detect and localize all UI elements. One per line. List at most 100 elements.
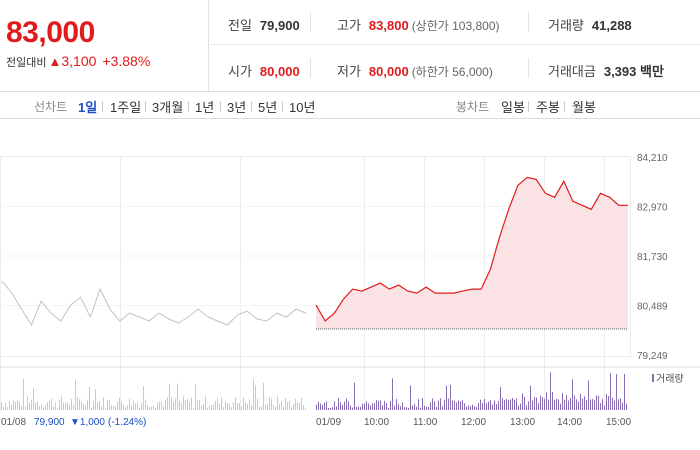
volume-bar — [520, 403, 521, 410]
volume-bar — [352, 407, 353, 410]
volume-bar — [330, 407, 331, 410]
change-label: 전일대비 — [6, 57, 47, 69]
volume-bar — [422, 398, 423, 410]
volume-bar-prev — [99, 400, 100, 410]
tab-daily-candle[interactable]: 일봉 — [501, 100, 525, 115]
volume-bar — [442, 406, 443, 410]
volume-bar — [428, 407, 429, 410]
volume-bar-prev — [51, 398, 52, 410]
tab-10years[interactable]: 10년 — [289, 100, 316, 115]
volume-bar-prev — [277, 396, 278, 410]
volume-bars: 거래량 — [1, 372, 684, 410]
volume-bar — [432, 398, 433, 410]
volume-bar-prev — [245, 401, 246, 410]
volume-bar-prev — [61, 396, 62, 410]
volume-bar-prev — [221, 397, 222, 410]
volume-bar — [470, 406, 471, 410]
volume-bar-prev — [27, 396, 28, 410]
volume-bar — [474, 406, 475, 410]
volume-bar — [396, 398, 397, 410]
volume-bar — [586, 399, 587, 410]
volume-bar — [478, 402, 479, 410]
volume-bar-prev — [83, 404, 84, 410]
volume-bar-prev — [25, 406, 26, 410]
volume-bar-prev — [71, 399, 72, 410]
volume-bar-prev — [207, 407, 208, 410]
volume-bar-prev — [191, 397, 192, 410]
today-price-line — [315, 176, 628, 322]
volume-bar-prev — [297, 402, 298, 410]
volume-bar — [402, 402, 403, 410]
volume-bar-prev — [85, 405, 86, 410]
amount-value: 3,393 백만 — [603, 64, 664, 79]
volume-bar-prev — [17, 399, 18, 410]
volume-bar-prev — [47, 402, 48, 410]
volume-bar — [604, 405, 605, 410]
volume-bar-prev — [263, 382, 264, 410]
volume-bar-prev — [215, 400, 216, 410]
volume-bar — [416, 406, 417, 410]
volume-bar-prev — [267, 404, 268, 410]
volume-bar-prev — [275, 406, 276, 410]
x-tick-label: 12:00 — [461, 417, 486, 428]
tab-3years[interactable]: 3년 — [227, 100, 247, 115]
up-arrow-icon: ▲ — [48, 54, 62, 69]
lower-limit: (하한가 56,000) — [411, 65, 493, 79]
volume-bar — [500, 387, 501, 410]
volume-bar-prev — [37, 401, 38, 410]
tab-weekly-candle[interactable]: 주봉 — [536, 100, 560, 115]
volume-bar-prev — [217, 398, 218, 410]
volume-bar-prev — [175, 398, 176, 410]
volume-bar-prev — [251, 405, 252, 410]
volume-bar — [512, 397, 513, 410]
prev-change-pct-label: (-1.24%) — [108, 417, 146, 428]
volume-bar-prev — [293, 403, 294, 410]
volume-bar-prev — [273, 404, 274, 410]
volume-bar — [620, 398, 621, 410]
volume-bar-prev — [179, 400, 180, 410]
volume-bar-prev — [113, 405, 114, 410]
volume-bar-prev — [231, 407, 232, 410]
volume-bar — [420, 407, 421, 410]
volume-bar-prev — [3, 406, 4, 410]
tab-1year[interactable]: 1년 — [195, 100, 215, 115]
intraday-chart[interactable]: 84,210 82,970 81,730 80,489 79,249 거래량 01/08… — [0, 120, 700, 450]
prev-close-label: 79,900 — [34, 417, 65, 428]
volume-bar-prev — [153, 405, 154, 410]
volume-bar — [400, 406, 401, 410]
volume-bar — [562, 393, 563, 410]
y-tick-label: 81,730 — [637, 252, 668, 263]
divider — [310, 12, 311, 32]
volume-bar — [450, 384, 451, 410]
volume-bar-prev — [143, 385, 144, 410]
volume-bar — [584, 396, 585, 410]
previous-day-line — [1, 280, 307, 327]
volume-bar-prev — [253, 379, 254, 410]
volume-bar-prev — [223, 406, 224, 410]
volume-bar — [518, 405, 519, 410]
volume-bar — [504, 400, 505, 410]
volume-bar-prev — [5, 402, 6, 410]
volume-bar-prev — [11, 404, 12, 410]
volume-bar-prev — [125, 407, 126, 410]
tab-monthly-candle[interactable]: 월봉 — [572, 100, 596, 115]
y-tick-label: 80,489 — [637, 302, 668, 313]
volume-bar — [508, 400, 509, 410]
tab-1day[interactable]: 1일 — [78, 100, 98, 115]
volume-bar — [488, 401, 489, 410]
volume-bar — [368, 403, 369, 410]
today-area-fill — [316, 177, 628, 329]
tab-separator — [564, 101, 565, 112]
volume-bar-prev — [189, 401, 190, 410]
tab-3months[interactable]: 3개월 — [152, 100, 184, 115]
volume-bar-prev — [195, 384, 196, 410]
volume-bar-prev — [265, 404, 266, 410]
volume-bar — [384, 400, 385, 410]
chart-tabs: 선차트 1일 1주일 3개월 1년 3년 5년 10년 봉차트 일봉 주봉 월봉 — [0, 92, 700, 119]
volume-bar — [486, 403, 487, 410]
volume-bar — [378, 400, 379, 410]
volume-bar — [524, 396, 525, 410]
tab-separator — [102, 101, 103, 112]
tab-5years[interactable]: 5년 — [258, 100, 278, 115]
tab-1week[interactable]: 1주일 — [110, 100, 142, 115]
